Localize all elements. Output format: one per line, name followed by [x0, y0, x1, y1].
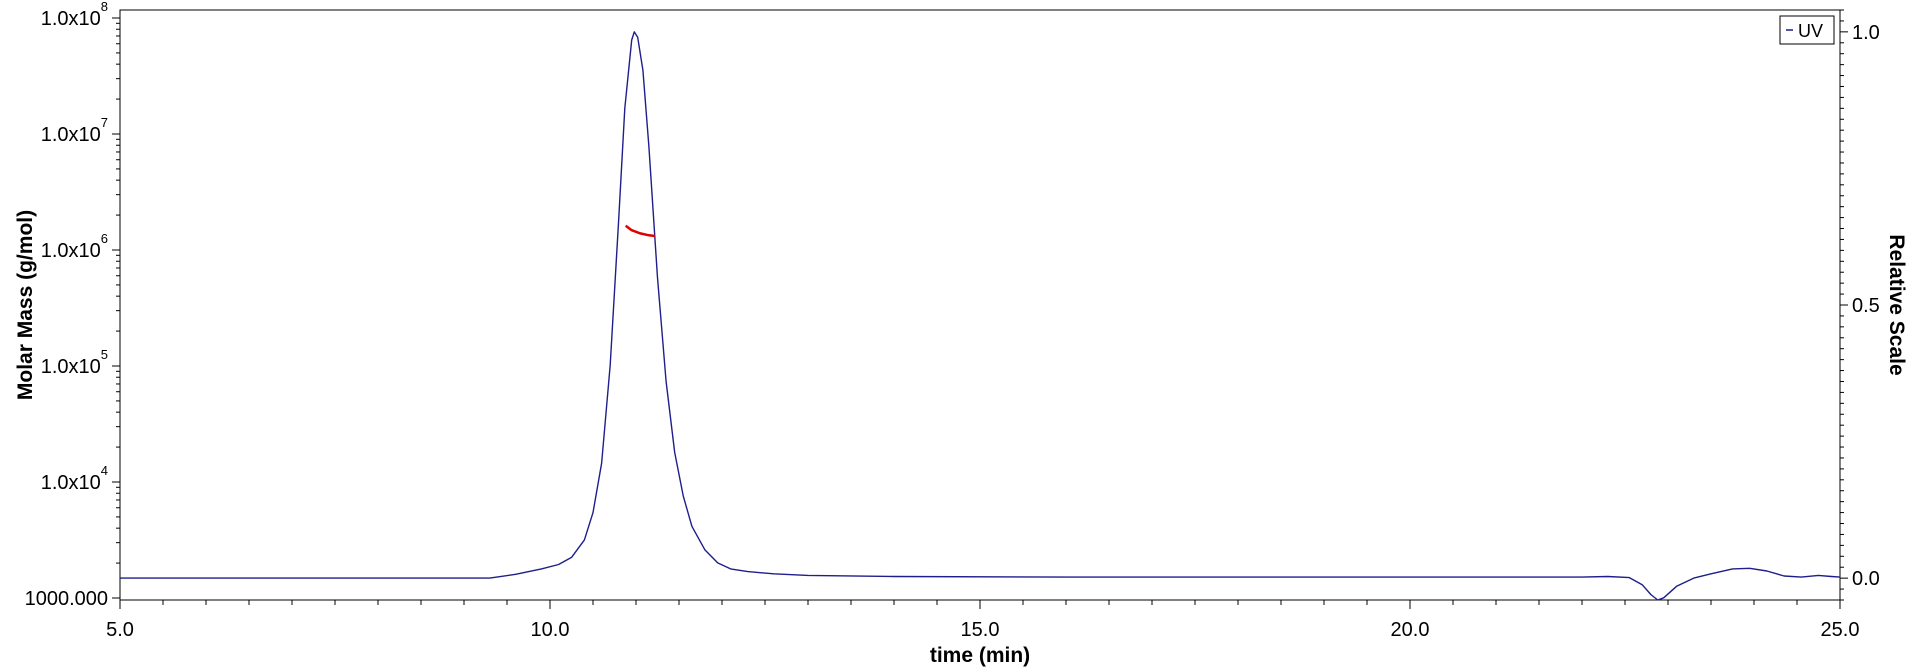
x-tick-label: 20.0	[1391, 619, 1430, 641]
y-left-tick-label: 1.0x107	[41, 115, 108, 146]
y-left-tick-label: 1000.000	[25, 588, 108, 610]
x-tick-label: 15.0	[961, 619, 1000, 641]
y-axis-left: 1000.000 1.0x104 1.0x105 1.0x106 1.0x107 1.0x…	[25, 0, 120, 610]
y-right-tick-label: 0.0	[1852, 568, 1880, 590]
x-axis: 5.0 10.0 15.0 20.0 25.0	[106, 600, 1859, 641]
series-uv	[120, 31, 1841, 601]
x-axis-title: time (min)	[930, 644, 1030, 667]
y-left-tick-label: 1.0x105	[41, 347, 108, 378]
x-tick-label: 10.0	[531, 619, 570, 641]
y-right-tick-label: 0.5	[1852, 295, 1880, 317]
x-tick-label: 5.0	[106, 619, 134, 641]
y-left-tick-label: 1.0x108	[41, 0, 108, 30]
legend: UV	[1779, 15, 1835, 45]
y-axis-right: 0.0 0.5 1.0	[1840, 9, 1880, 601]
y-right-tick-label: 1.0	[1852, 22, 1880, 44]
series-layer	[120, 31, 1841, 601]
y-axis-left-title: Molar Mass (g/mol)	[14, 210, 37, 400]
x-tick-label: 25.0	[1821, 619, 1860, 641]
series-molar-mass	[624, 224, 656, 238]
y-left-tick-label: 1.0x104	[41, 463, 108, 494]
y-axis-right-title: Relative Scale	[1885, 234, 1908, 375]
plot-frame	[119, 9, 1841, 601]
legend-label-uv: UV	[1798, 21, 1823, 41]
y-left-tick-label: 1.0x106	[41, 231, 108, 262]
